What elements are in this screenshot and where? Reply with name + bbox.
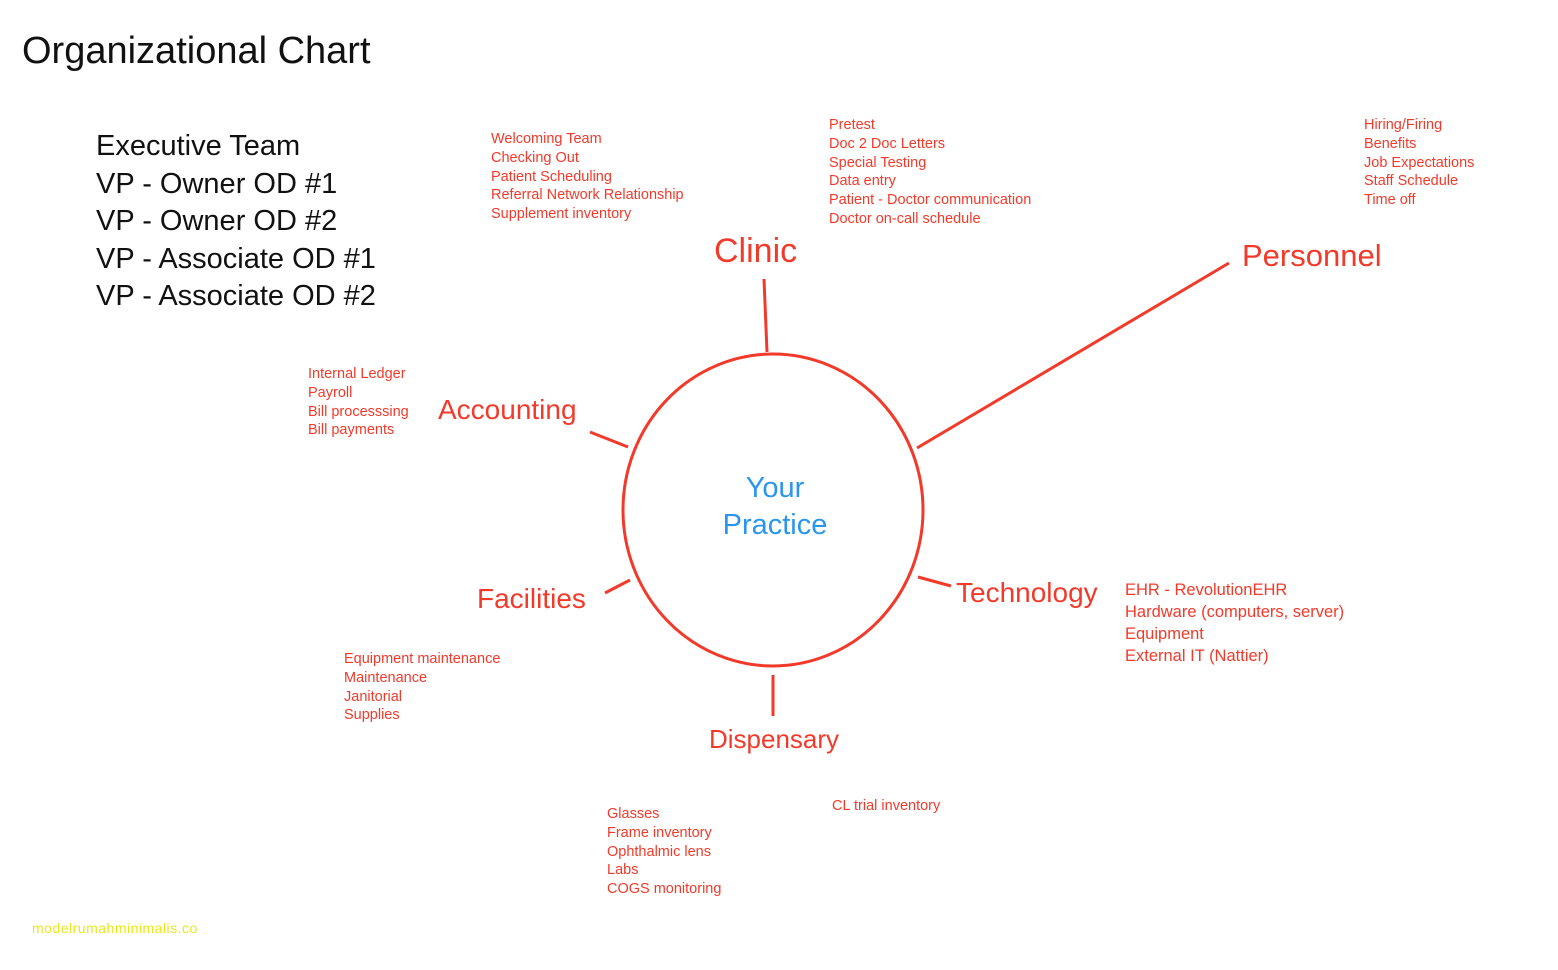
clinic-items: Pretest Doc 2 Doc Letters Special Testin…	[829, 116, 1031, 229]
executive-team-heading: Executive Team	[96, 130, 301, 162]
list-item: CL trial inventory	[832, 798, 941, 814]
dept-accounting: Accounting	[438, 394, 577, 425]
list-item: Special Testing	[829, 154, 927, 171]
list-item: Janitorial	[344, 688, 403, 705]
dept-facilities: Facilities	[477, 583, 586, 614]
list-item: Checking Out	[491, 149, 579, 166]
watermark: modelrumahminimalis.co	[32, 920, 198, 936]
list-item: External IT (Nattier)	[1125, 647, 1269, 665]
list-item: Patient Scheduling	[491, 168, 612, 185]
line-clinic	[762, 278, 769, 353]
list-item: Maintenance	[344, 669, 428, 686]
executive-item: VP - Associate OD #2	[96, 280, 376, 312]
list-item: Benefits	[1364, 135, 1417, 152]
list-item: EHR - RevolutionEHR	[1125, 581, 1288, 599]
list-item: Payroll	[308, 384, 353, 401]
dept-clinic: Clinic	[714, 232, 798, 270]
list-item: Bill processsing	[308, 403, 409, 420]
dept-technology: Technology	[956, 577, 1098, 608]
executive-item: VP - Owner OD #2	[96, 205, 338, 237]
list-item: Ophthalmic lens	[607, 843, 711, 860]
list-item: Hiring/Firing	[1364, 117, 1443, 133]
list-item: Frame inventory	[607, 824, 712, 841]
list-item: Doc 2 Doc Letters	[829, 135, 946, 152]
list-item: Bill payments	[308, 422, 395, 439]
page-title: Organizational Chart	[22, 30, 371, 72]
list-item: Time off	[1364, 192, 1416, 209]
center-circle	[621, 352, 925, 668]
dept-personnel: Personnel	[1242, 238, 1382, 273]
dispensary-items: Glasses Frame inventory Ophthalmic lens …	[607, 805, 721, 899]
list-item: Supplies	[344, 707, 400, 724]
list-item: Staff Schedule	[1364, 173, 1459, 190]
executive-team-list: Executive Team VP - Owner OD #1 VP - Own…	[96, 128, 376, 316]
list-item: Referral Network Relationship	[491, 187, 684, 204]
list-item: Pretest	[829, 117, 875, 133]
facilities-items: Equipment maintenance Maintenance Janito…	[344, 650, 500, 725]
line-technology	[917, 575, 952, 588]
technology-items: EHR - RevolutionEHR Hardware (computers,…	[1125, 579, 1344, 667]
list-item: Labs	[607, 862, 639, 879]
list-item: Equipment	[1125, 625, 1204, 643]
line-personnel	[916, 261, 1230, 450]
list-item: Hardware (computers, server)	[1125, 603, 1345, 621]
list-item: Job Expectations	[1364, 154, 1475, 171]
center-line-2: Practice	[722, 509, 828, 541]
list-item: Equipment maintenance	[344, 651, 501, 667]
line-facilities	[604, 578, 631, 595]
list-item: Welcoming Team	[491, 131, 602, 147]
list-item: COGS monitoring	[607, 881, 722, 898]
list-item: Doctor on-call schedule	[829, 210, 981, 227]
list-item: Patient - Doctor communication	[829, 192, 1032, 209]
accounting-items: Internal Ledger Payroll Bill processsing…	[308, 365, 409, 440]
list-item: Supplement inventory	[491, 206, 632, 223]
dept-dispensary: Dispensary	[709, 724, 840, 754]
center-label: Your Practice	[700, 470, 850, 544]
list-item: Glasses	[607, 806, 660, 822]
line-accounting	[589, 430, 629, 449]
executive-item: VP - Associate OD #1	[96, 242, 376, 275]
personnel-items: Hiring/Firing Benefits Job Expectations …	[1364, 116, 1474, 210]
list-item: Internal Ledger	[308, 366, 406, 382]
list-item: Data entry	[829, 173, 896, 190]
executive-item: VP - Owner OD #1	[96, 167, 338, 200]
dispensary-cl-items: CL trial inventory	[832, 797, 940, 816]
clinic-front-desk-items: Welcoming Team Checking Out Patient Sche…	[491, 130, 684, 224]
center-line-1: Your	[745, 472, 805, 504]
